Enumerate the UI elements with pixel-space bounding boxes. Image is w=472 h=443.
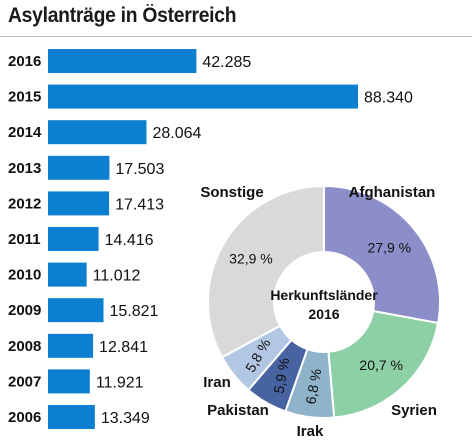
year-label-2007: 2007 [8,373,41,390]
year-label-2013: 2013 [8,160,41,177]
title-divider [0,36,472,37]
value-label-2016: 42.285 [202,54,251,71]
slice-name-syrien: Syrien [391,402,437,419]
bar-2010 [48,262,87,287]
donut-center-title: Herkunftsländer [270,287,378,303]
value-label-2009: 15.821 [110,303,159,320]
value-label-2012: 17.413 [115,196,164,213]
year-label-2006: 2006 [8,409,41,426]
slice-value-syrien: 20,7 % [359,357,403,373]
bar-2011 [48,227,99,251]
bar-2008 [48,333,94,358]
bar-2009 [48,298,104,323]
bar-2014 [48,120,147,145]
value-label-2006: 13.349 [101,410,150,427]
value-label-2011: 14.416 [105,232,154,249]
value-label-2015: 88.340 [364,90,413,107]
slice-value-pakistan: 5,9 % [270,357,292,395]
year-label-2015: 2015 [8,89,41,106]
slice-value-irak: 6,8 % [302,367,324,405]
donut-slice-syrien [327,309,440,419]
year-label-2010: 2010 [8,267,41,284]
value-label-2010: 11.012 [93,268,141,285]
slice-name-irak: Irak [297,423,324,440]
slice-value-sonstige: 32,9 % [229,251,273,267]
slice-name-iran: Iran [203,374,231,391]
bar-2006 [48,405,95,429]
bar-2013 [48,155,110,180]
bar-2016 [48,49,197,73]
year-label-2016: 2016 [8,53,41,70]
year-label-2012: 2012 [8,195,41,212]
slice-value-afghanistan: 27,9 % [368,240,412,256]
year-label-2008: 2008 [8,338,41,355]
bar-2015 [48,84,358,109]
slice-name-afghanistan: Afghanistan [349,184,436,201]
value-label-2013: 17.503 [115,161,164,178]
slice-name-sonstige: Sonstige [200,184,263,201]
year-label-2011: 2011 [8,231,41,248]
donut-center-year: 2016 [308,306,339,322]
value-label-2008: 12.841 [99,339,148,356]
slice-name-pakistan: Pakistan [207,402,269,419]
bar-2007 [48,369,90,394]
bar-2012 [48,191,110,216]
value-label-2014: 28.064 [152,125,201,142]
donut-slice-sonstige [207,184,325,359]
donut-slice-afghanistan [323,184,441,325]
year-label-2014: 2014 [8,124,42,141]
chart-title: Asylanträge in Österreich [8,4,237,27]
year-label-2009: 2009 [8,302,41,319]
value-label-2007: 11.921 [96,374,144,391]
